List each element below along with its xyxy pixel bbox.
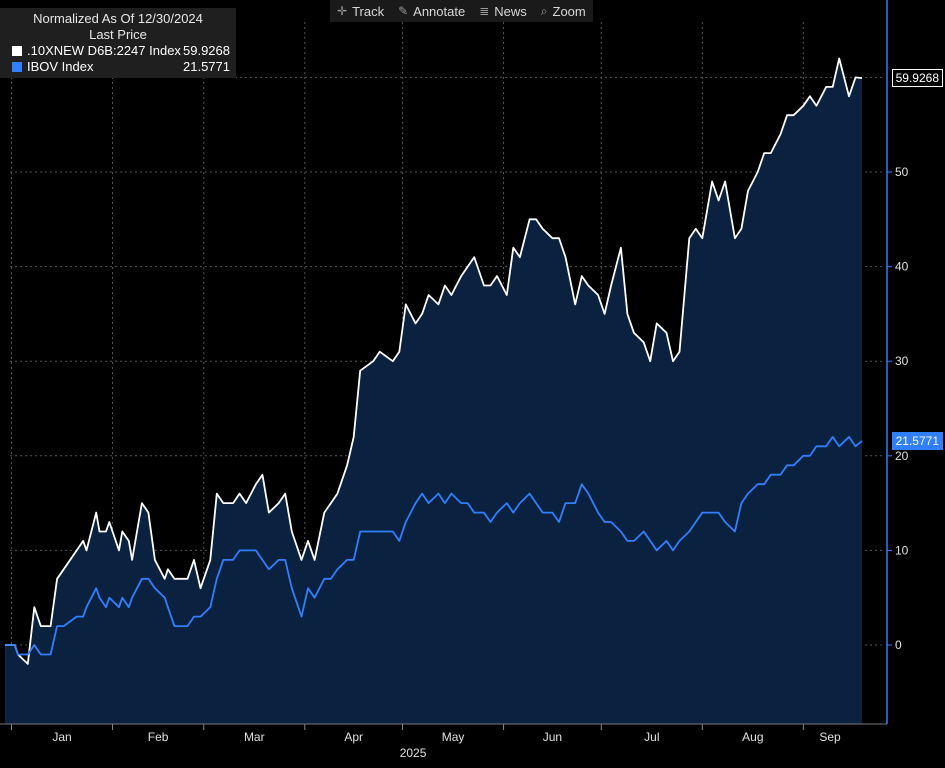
y-tick-label: 20 [895,449,909,463]
legend-name-10xnew: .10XNEW D6B:2247 Index [27,43,181,58]
legend-swatch-10xnew [12,46,22,56]
legend-title: Normalized As Of 12/30/2024 [33,11,203,26]
zoom-icon: ⌕ [540,3,548,18]
zoom-label: Zoom [552,3,586,19]
x-tick-label: Sep [819,730,841,744]
chart-legend[interactable]: Normalized As Of 12/30/2024 Last Price .… [0,8,236,78]
track-label: Track [352,3,385,19]
x-tick-label: Jun [543,730,562,744]
y-tick-label: 40 [895,260,909,274]
annotate-label: Annotate [413,3,466,19]
series-line-1 [5,435,863,656]
y-tick-label: 0 [895,638,902,652]
crosshair-icon: ✛ [337,4,348,18]
track-button[interactable]: ✛ Track [330,0,391,22]
last-price-tag-10xnew: 59.9268 [891,69,943,88]
x-tick-label: May [442,730,465,744]
y-tick-label: 10 [895,543,909,557]
chart-toolbar: ✛ Track ✎ Annotate ≣ News ⌕ Zoom [330,0,593,22]
legend-item-10xnew[interactable]: .10XNEW D6B:2247 Index 59.9268 [0,43,236,59]
x-tick-label: Aug [742,730,763,744]
x-tick-label: Feb [148,730,169,744]
x-tick-label: Jul [644,730,659,744]
legend-value-10xnew: 59.9268 [183,43,230,58]
legend-swatch-ibov [12,62,22,72]
news-icon: ≣ [479,4,490,18]
zoom-button[interactable]: ⌕ Zoom [534,0,593,22]
x-tick-label: Apr [344,730,363,744]
series-line-0 [5,57,863,665]
legend-subtitle: Last Price [89,27,147,42]
last-price-tag-ibov: 21.5771 [891,431,943,450]
legend-name-ibov: IBOV Index [27,59,94,74]
legend-item-ibov[interactable]: IBOV Index 21.5771 [0,59,236,75]
x-tick-label: Mar [244,730,265,744]
pen-icon: ✎ [398,4,409,18]
news-button[interactable]: ≣ News [472,0,534,22]
x-tick-label: Jan [52,730,71,744]
y-tick-label: 30 [895,354,909,368]
annotate-button[interactable]: ✎ Annotate [391,0,472,22]
legend-value-ibov: 21.5771 [183,59,230,74]
y-tick-label: 50 [895,165,909,179]
x-year-label: 2025 [400,746,427,760]
news-label: News [494,3,527,19]
series-area-0 [5,58,862,724]
